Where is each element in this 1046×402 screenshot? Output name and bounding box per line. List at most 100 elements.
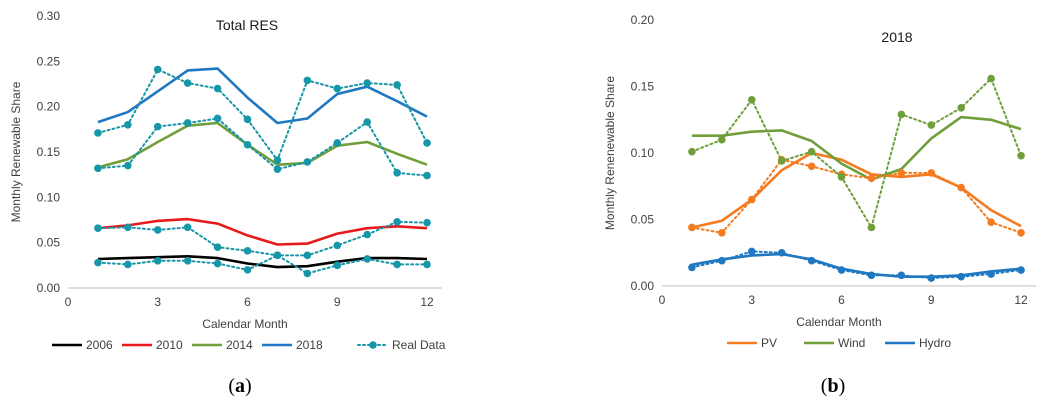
series-line-pv <box>691 151 1022 229</box>
x-tick-label: 0 <box>65 295 72 309</box>
data-point <box>688 223 696 232</box>
y-tick-label: 0.00 <box>631 279 655 293</box>
data-point <box>927 274 936 282</box>
y-axis-label: Monthly Renewable Share <box>9 81 23 222</box>
data-point <box>243 247 252 255</box>
data-point <box>927 121 936 129</box>
legend-item: PV <box>727 336 777 350</box>
data-point <box>333 139 342 147</box>
series-line-wind <box>691 115 1022 181</box>
legend-item: 2014 <box>192 338 253 352</box>
data-point <box>213 259 222 268</box>
data-point <box>243 266 252 274</box>
data-point <box>273 251 282 260</box>
data-point <box>124 223 132 232</box>
chart-panel-b: 0.00 0.05 0.10 0.15 0.20 0 3 6 9 12 Monthly Renene… <box>603 13 1036 397</box>
data-point <box>897 110 906 119</box>
y-tick-label: 0.20 <box>631 13 655 27</box>
y-tick-label: 0.10 <box>631 146 655 160</box>
data-point <box>837 173 846 181</box>
data-point <box>363 255 372 263</box>
data-point <box>897 169 906 177</box>
data-point <box>867 223 876 232</box>
data-point <box>957 103 965 112</box>
legend-label: Wind <box>838 336 865 350</box>
series-line-hydro <box>691 252 1022 279</box>
legend-label: PV <box>761 336 777 350</box>
data-point <box>927 169 936 177</box>
data-point <box>688 263 696 272</box>
real-data-line <box>690 250 1022 279</box>
series-line-2018 <box>97 67 428 125</box>
data-point <box>333 84 342 93</box>
y-axis-label: Monthly Renenewable Share <box>603 76 617 230</box>
legend-item: Hydro <box>885 336 951 350</box>
real-data-line <box>96 220 428 257</box>
legend-item: Real Data <box>357 338 446 352</box>
legend-label: 2018 <box>296 338 323 352</box>
panel-label: (b) <box>821 375 845 397</box>
data-point <box>957 183 965 192</box>
data-point <box>183 119 192 127</box>
data-point <box>153 257 162 265</box>
data-point <box>153 226 162 234</box>
legend-item: Wind <box>804 336 865 350</box>
data-point <box>777 157 786 165</box>
series-line-2010 <box>97 217 428 246</box>
data-point <box>94 258 102 267</box>
data-point <box>124 121 132 129</box>
data-point <box>363 79 372 87</box>
chart-title: 2018 <box>881 29 912 45</box>
data-point <box>957 272 965 281</box>
legend-label: 2014 <box>226 338 253 352</box>
x-tick-label: 12 <box>420 295 434 309</box>
data-point <box>747 247 756 256</box>
data-point <box>333 241 342 250</box>
chart-title: Total RES <box>216 17 278 33</box>
y-tick-label: 0.30 <box>37 9 61 23</box>
chart-panel-a: 0.00 0.05 0.10 0.15 0.20 0.25 0.30 0 3 6 9 12 Monthl… <box>9 9 446 397</box>
x-tick-label: 12 <box>1014 293 1028 307</box>
data-point <box>303 269 312 278</box>
data-point <box>718 135 726 144</box>
series-line-2014 <box>97 121 428 169</box>
data-point <box>423 260 431 269</box>
data-point <box>688 147 696 156</box>
data-point <box>153 122 162 131</box>
x-tick-label: 3 <box>154 295 161 309</box>
x-tick-label: 0 <box>659 293 666 307</box>
data-point <box>718 256 726 265</box>
data-point <box>183 79 192 87</box>
y-tick-label: 0.20 <box>37 100 61 114</box>
data-point <box>183 223 192 232</box>
data-point <box>273 156 282 164</box>
data-point <box>807 256 816 265</box>
x-tick-label: 9 <box>334 295 341 309</box>
x-axis-label: Calendar Month <box>202 317 287 331</box>
data-point <box>987 270 995 278</box>
x-tick-label: 9 <box>928 293 935 307</box>
legend-label: Real Data <box>392 338 446 352</box>
data-point <box>807 162 816 171</box>
data-point <box>987 74 995 83</box>
legend-label: 2006 <box>86 338 113 352</box>
y-tick-label: 0.15 <box>631 80 655 94</box>
legend-item: 2006 <box>52 338 113 352</box>
data-point <box>393 81 401 89</box>
real-data-line <box>96 117 428 177</box>
data-point <box>867 271 876 280</box>
y-tick-label: 0.05 <box>37 236 61 250</box>
data-point <box>94 164 102 173</box>
y-tick-label: 0.10 <box>37 190 61 204</box>
data-point <box>867 174 876 183</box>
data-point <box>837 266 846 274</box>
real-data-line <box>96 254 428 275</box>
data-point <box>363 230 372 239</box>
y-tick-label: 0.15 <box>37 145 61 159</box>
data-point <box>393 169 401 177</box>
data-point <box>213 243 222 251</box>
x-tick-label: 6 <box>244 295 251 309</box>
legend-item: 2018 <box>262 338 323 352</box>
series-line-2006 <box>97 254 428 269</box>
